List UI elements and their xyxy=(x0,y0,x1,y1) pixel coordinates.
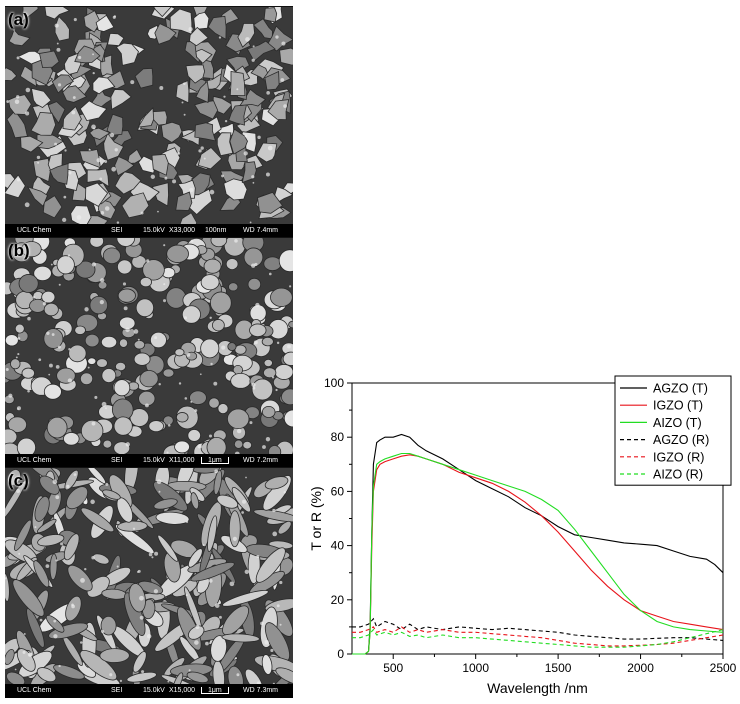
sem-scale-bar xyxy=(201,687,229,694)
sem-voltage-label: 15.0kV xyxy=(143,227,165,234)
sem-lab-label: UCL Chem xyxy=(17,687,52,694)
sem-micrograph-c xyxy=(5,468,293,684)
sem-info-bar-c: UCL Chem SEI 15.0kV X15,000 1μm WD 7.3mm xyxy=(5,684,293,698)
sem-scale-label: 1μm xyxy=(208,687,222,694)
sem-lab-label: UCL Chem xyxy=(17,227,52,234)
y-tick-label: 20 xyxy=(331,593,345,607)
y-tick-label: 100 xyxy=(324,376,344,390)
x-axis-label: Wavelength /nm xyxy=(487,680,588,696)
series-line-aizo-r xyxy=(352,628,724,648)
series-line-aizo-t xyxy=(352,452,724,655)
sem-panel-a: (a) UCL Chem SEI 15.0kV X33,000 100nm WD… xyxy=(5,6,293,238)
sem-info-bar-b: UCL Chem SEI 15.0kV X11,000 1μm WD 7.2mm xyxy=(5,454,293,468)
sem-working-distance-label: WD 7.2mm xyxy=(243,457,278,464)
sem-panel-c: (c) UCL Chem SEI 15.0kV X15,000 1μm WD 7… xyxy=(5,467,293,698)
y-axis-label: T or R (%) xyxy=(308,486,324,550)
sem-magnification-label: X33,000 xyxy=(169,227,196,234)
legend-label: IGZO (R) xyxy=(653,450,704,464)
sem-scale-bar xyxy=(201,457,229,464)
legend-label: AGZO (T) xyxy=(653,382,708,396)
sem-panel-b: (b) UCL Chem SEI 15.0kV X11,000 1μm WD 7… xyxy=(5,237,293,468)
sem-detector-label: SEI xyxy=(111,227,123,234)
sem-micrograph-a xyxy=(5,7,293,224)
legend-label: AGZO (R) xyxy=(653,433,709,447)
panel-label-c: (c) xyxy=(8,471,29,490)
y-tick-label: 60 xyxy=(331,484,345,498)
sem-working-distance-label: WD 7.3mm xyxy=(243,687,278,694)
y-tick-label: 40 xyxy=(331,539,345,553)
x-tick-label: 1500 xyxy=(545,661,572,675)
x-tick-label: 2000 xyxy=(627,661,654,675)
x-tick-label: 2500 xyxy=(710,661,737,675)
sem-voltage-label: 15.0kV xyxy=(143,457,165,464)
sem-detector-label: SEI xyxy=(111,457,123,464)
y-tick-label: 80 xyxy=(331,430,345,444)
legend-label: IGZO (T) xyxy=(653,399,703,413)
legend-label: AIZO (R) xyxy=(653,468,703,482)
sem-working-distance-label: WD 7.4mm xyxy=(243,227,278,234)
sem-micrograph-b xyxy=(5,238,293,454)
sem-lab-label: UCL Chem xyxy=(17,457,52,464)
series-line-igzo-t xyxy=(352,454,724,655)
sem-voltage-label: 15.0kV xyxy=(143,687,165,694)
legend-box xyxy=(614,375,732,486)
x-tick-label: 500 xyxy=(383,661,403,675)
sem-magnification-label: X11,000 xyxy=(169,457,195,464)
panel-label-b: (b) xyxy=(8,241,30,260)
sem-scale-label: 1μm xyxy=(208,457,222,464)
series-line-agzo-r xyxy=(352,617,724,641)
sem-scale-label: 100nm xyxy=(205,227,227,234)
sem-magnification-label: X15,000 xyxy=(169,687,196,694)
transmittance-reflectance-chart: 0 20 40 60 80 100 500 1000 1500 2000 2500 Wavelengt… xyxy=(308,375,737,696)
sem-info-bar-a: UCL Chem SEI 15.0kV X33,000 100nm WD 7.4… xyxy=(5,224,293,238)
sem-detector-label: SEI xyxy=(111,687,123,694)
x-tick-label: 1000 xyxy=(462,661,489,675)
legend-label: AIZO (T) xyxy=(653,416,702,430)
y-tick-label: 0 xyxy=(337,647,344,661)
panel-label-a: (a) xyxy=(8,10,29,29)
